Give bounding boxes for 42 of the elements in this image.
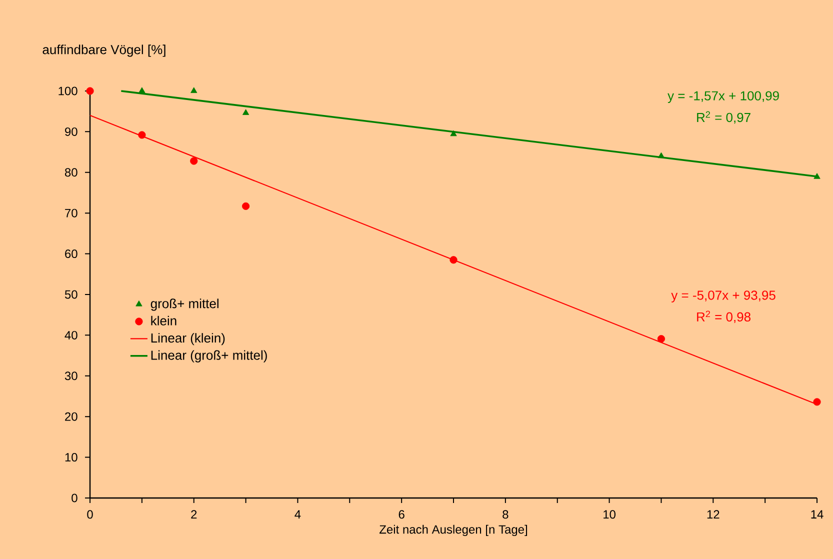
x-tick-label: 0	[87, 510, 93, 519]
y-tick-label: 70	[65, 208, 78, 218]
legend-label: Linear (klein)	[151, 333, 225, 346]
point	[814, 173, 820, 179]
point	[450, 130, 457, 136]
point	[242, 109, 250, 115]
annotation: R$^{2}$ = 0,98	[697, 310, 750, 324]
point	[242, 202, 250, 210]
x-tick-label: 2	[191, 510, 197, 519]
point	[190, 157, 198, 165]
y-tick-label: 20	[65, 412, 78, 421]
x-tick-label: 10	[604, 510, 616, 519]
legend-label: groß+ mittel	[150, 298, 218, 311]
point	[138, 131, 146, 139]
y-tick-label: 10	[65, 453, 78, 462]
x-axis-title: Zeit nach Auslegen [n Tage]	[380, 524, 528, 536]
annotation: y = -5,07x + 93,95	[671, 290, 776, 302]
point	[450, 256, 458, 264]
y-tick-label: 40	[64, 330, 78, 340]
y-tick-label: 60	[65, 250, 78, 258]
annotation: y = -1,57x + 100,99	[668, 91, 779, 103]
x-tick-label: 4	[294, 510, 301, 518]
y-tick-label: 90	[65, 127, 78, 136]
y-tick-label: 100	[58, 86, 78, 96]
y-axis-title: auffindbare Vögel [%]	[42, 44, 166, 57]
x-tick-label: 14	[811, 510, 824, 518]
y-tick-label: 80	[64, 168, 78, 177]
point	[190, 87, 198, 93]
x-tick-label: 6	[398, 510, 404, 519]
point	[657, 335, 666, 343]
x-tick-label: 8	[502, 510, 508, 519]
y-tick-label: 50	[64, 290, 78, 299]
point	[138, 87, 146, 93]
point	[658, 152, 665, 158]
y-tick-label: 30	[64, 372, 78, 380]
point	[86, 87, 94, 95]
legend-label: Linear (groß+ mittel)	[151, 350, 267, 362]
annotation: R$^{2}$ = 0,97	[697, 111, 750, 124]
x-tick-label: 12	[707, 510, 720, 519]
legend-label: klein	[151, 316, 176, 326]
y-tick-label: 0	[72, 494, 78, 502]
point	[813, 398, 821, 406]
